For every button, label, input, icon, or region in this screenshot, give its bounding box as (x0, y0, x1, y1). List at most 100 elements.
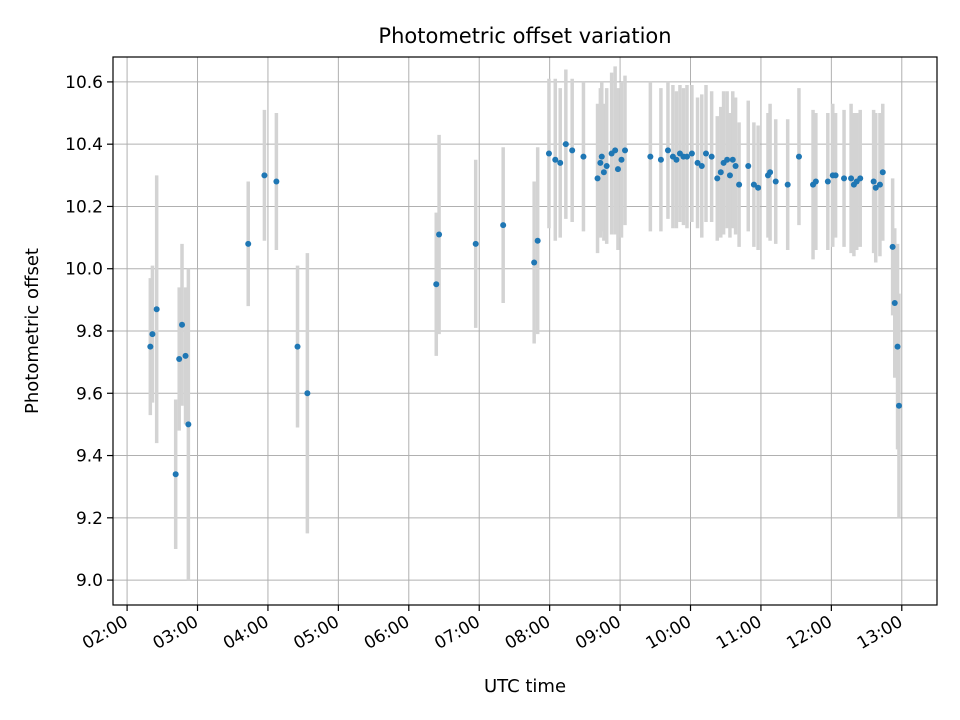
y-axis-label: Photometric offset (22, 248, 43, 414)
data-point (149, 331, 156, 338)
data-point (261, 172, 268, 179)
data-point (562, 141, 569, 148)
data-point (714, 175, 721, 182)
data-point (304, 390, 311, 397)
data-point (795, 153, 802, 160)
data-point (832, 172, 839, 179)
data-point (545, 150, 552, 157)
data-point (618, 156, 625, 163)
data-point (784, 181, 791, 188)
data-point (879, 169, 886, 176)
y-tick-label: 9.8 (76, 322, 103, 342)
data-point (872, 184, 879, 191)
data-point (683, 153, 690, 160)
x-tick-label: 10:00 (643, 612, 695, 654)
data-point (614, 166, 621, 173)
data-point (812, 178, 819, 185)
data-point (767, 169, 774, 176)
x-tick-label: 05:00 (290, 612, 342, 654)
x-axis: 02:00 03:00 04:00 05:00 06:00 07:00 08:00 09:00… (79, 605, 906, 654)
data-point (603, 162, 610, 169)
data-point (245, 240, 252, 247)
data-point (600, 169, 607, 176)
x-tick-label: 04:00 (220, 612, 272, 654)
data-point (694, 159, 701, 166)
data-point (176, 356, 183, 363)
data-point (772, 178, 779, 185)
data-point (273, 178, 280, 185)
data-point (580, 153, 587, 160)
data-point (147, 343, 154, 350)
x-tick-label: 07:00 (431, 612, 483, 654)
data-point (732, 162, 739, 169)
data-point (472, 240, 479, 247)
chart-title: Photometric offset variation (378, 24, 671, 48)
y-tick-label: 10.0 (65, 260, 103, 280)
data-point (531, 259, 538, 266)
data-point (647, 153, 654, 160)
data-point (736, 181, 743, 188)
data-point (824, 178, 831, 185)
data-point (708, 153, 715, 160)
y-tick-label: 10.4 (65, 135, 103, 155)
data-point (841, 175, 848, 182)
y-tick-label: 9.0 (76, 571, 103, 591)
data-point (172, 471, 179, 478)
y-tick-label: 9.6 (76, 384, 103, 404)
x-tick-label: 08:00 (502, 612, 554, 654)
data-point (534, 237, 541, 244)
data-point (876, 181, 883, 188)
y-tick-label: 10.6 (65, 73, 103, 93)
data-point (557, 159, 564, 166)
data-point (594, 175, 601, 182)
data-point (569, 147, 576, 154)
data-point (724, 156, 731, 163)
data-point (673, 156, 680, 163)
data-point (698, 162, 705, 169)
data-point (597, 159, 604, 166)
marker-layer (147, 141, 902, 478)
y-tick-label: 9.4 (76, 447, 103, 467)
x-tick-label: 12:00 (783, 612, 835, 654)
data-point (889, 243, 896, 250)
data-point (688, 150, 695, 157)
x-tick-label: 09:00 (572, 612, 624, 654)
data-point (870, 178, 877, 185)
data-point (433, 281, 440, 288)
data-point (612, 147, 619, 154)
x-axis-label: UTC time (484, 676, 566, 697)
data-point (891, 299, 898, 306)
data-point (895, 402, 902, 409)
data-point (729, 156, 736, 163)
data-point (664, 147, 671, 154)
data-point (552, 156, 559, 163)
data-point (657, 156, 664, 163)
data-point (755, 184, 762, 191)
x-tick-label: 06:00 (361, 612, 413, 654)
data-point (182, 352, 189, 359)
data-point (179, 321, 186, 328)
data-point (598, 153, 605, 160)
x-tick-label: 03:00 (150, 612, 202, 654)
data-point (745, 162, 752, 169)
data-point (848, 175, 855, 182)
x-tick-label: 13:00 (854, 612, 906, 654)
data-point (622, 147, 629, 154)
data-point (436, 231, 443, 238)
y-axis: 9.0 9.2 9.4 9.6 9.8 10.0 10.2 10.4 10.6 (65, 73, 113, 591)
y-tick-label: 10.2 (65, 197, 103, 217)
data-point (894, 343, 901, 350)
data-point (726, 172, 733, 179)
data-point (153, 306, 160, 313)
data-point (750, 181, 757, 188)
y-tick-label: 9.2 (76, 509, 103, 529)
x-tick-label: 02:00 (79, 612, 131, 654)
data-point (717, 169, 724, 176)
data-point (185, 421, 192, 428)
data-point (294, 343, 301, 350)
x-tick-label: 11:00 (713, 612, 765, 654)
data-point (857, 175, 864, 182)
data-point (702, 150, 709, 157)
